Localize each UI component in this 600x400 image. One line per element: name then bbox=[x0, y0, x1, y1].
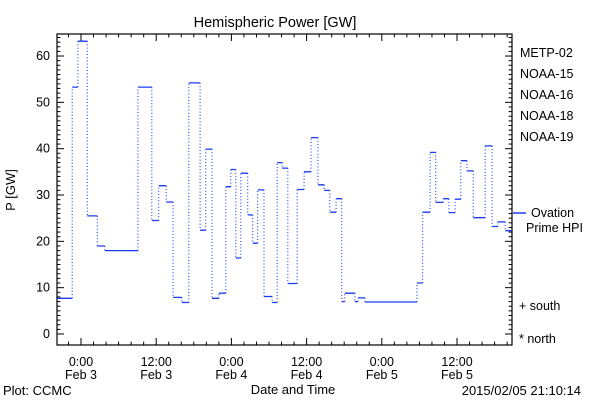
legend-item-noaa-18: NOAA-18 bbox=[520, 109, 574, 123]
y-tick-label: 20 bbox=[36, 234, 50, 248]
legend-item-noaa-16: NOAA-16 bbox=[520, 88, 574, 102]
y-tick-label: 40 bbox=[36, 142, 50, 156]
satellite-legend: METP-02 NOAA-15 NOAA-16 NOAA-18 NOAA-19 bbox=[520, 46, 574, 144]
legend-item-metp-02: METP-02 bbox=[520, 46, 573, 60]
x-axis-label: Date and Time bbox=[251, 382, 336, 397]
y-tick-label: 60 bbox=[36, 49, 50, 63]
y-tick-label: 0 bbox=[43, 327, 50, 341]
y-axis-label: P [GW] bbox=[3, 169, 18, 211]
ovation-legend-line1: Ovation bbox=[531, 206, 574, 220]
x-tick-date-label: Feb 5 bbox=[441, 368, 473, 382]
x-tick-date-label: Feb 4 bbox=[215, 368, 247, 382]
plot-timestamp: 2015/02/05 21:10:14 bbox=[462, 383, 581, 398]
x-tick-date-label: Feb 3 bbox=[65, 368, 97, 382]
x-tick-time-label: 0:00 bbox=[69, 355, 93, 369]
y-tick-labels: 0 10 20 30 40 50 60 bbox=[36, 49, 50, 341]
x-tick-time-label: 0:00 bbox=[370, 355, 394, 369]
curve-level-segments bbox=[57, 40, 512, 304]
x-tick-time-label: 12:00 bbox=[141, 355, 172, 369]
legend-item-noaa-15: NOAA-15 bbox=[520, 67, 574, 81]
x-tick-date-label: Feb 3 bbox=[140, 368, 172, 382]
south-marker-key: + south bbox=[519, 299, 560, 313]
ovation-legend-line2: Prime HPI bbox=[526, 221, 583, 235]
north-marker-key: * north bbox=[519, 332, 556, 346]
chart-title: Hemispheric Power [GW] bbox=[194, 15, 357, 31]
y-tick-label: 30 bbox=[36, 188, 50, 202]
y-tick-label: 10 bbox=[36, 281, 50, 295]
plot-frame bbox=[56, 33, 513, 346]
curve-vertical-transitions bbox=[71, 41, 506, 303]
x-tick-date-label: Feb 4 bbox=[291, 368, 323, 382]
y-tick-label: 50 bbox=[36, 95, 50, 109]
x-tick-date-label: Feb 5 bbox=[366, 368, 398, 382]
x-tick-time-label: 12:00 bbox=[291, 355, 322, 369]
legend-item-noaa-19: NOAA-19 bbox=[520, 130, 574, 144]
x-tick-time-label: 12:00 bbox=[441, 355, 472, 369]
plot-credit: Plot: CCMC bbox=[3, 383, 72, 398]
power-step-curve bbox=[57, 40, 512, 304]
axis-ticks bbox=[57, 34, 512, 345]
x-tick-time-label: 0:00 bbox=[219, 355, 243, 369]
